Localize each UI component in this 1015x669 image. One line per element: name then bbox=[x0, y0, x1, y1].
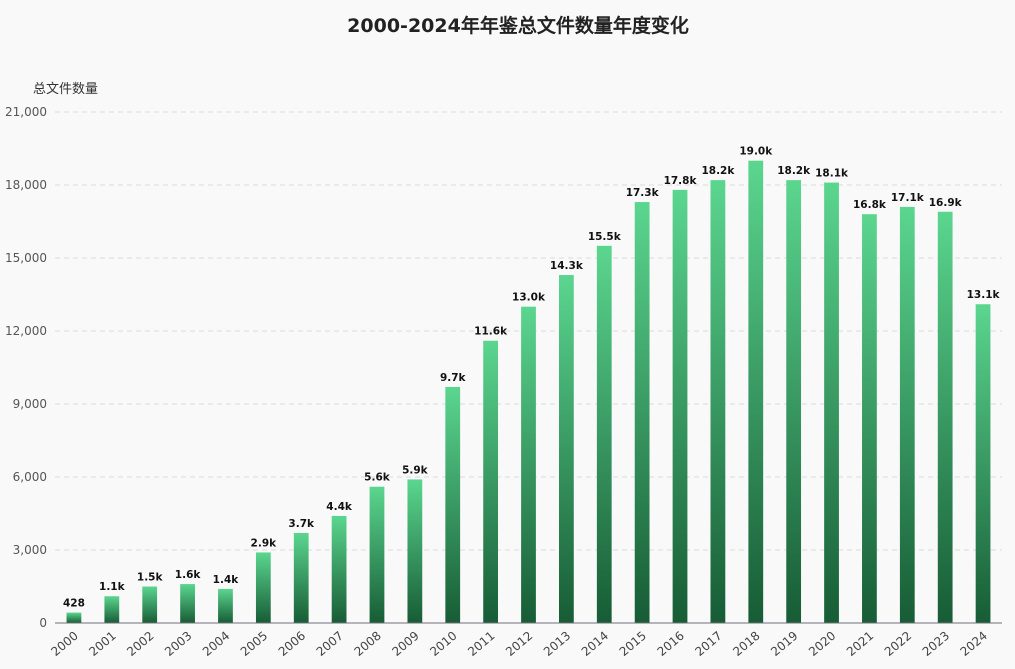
x-tick-label-2004: 2004 bbox=[200, 629, 232, 659]
x-tick-label-2012: 2012 bbox=[503, 629, 535, 659]
x-tick-label-2022: 2022 bbox=[882, 629, 914, 659]
data-label-2004: 1.4k bbox=[213, 574, 240, 586]
bar-2000 bbox=[66, 612, 82, 623]
data-label-2012: 13.0k bbox=[512, 292, 546, 304]
bar-2013 bbox=[558, 275, 574, 623]
data-label-2021: 16.8k bbox=[853, 199, 887, 211]
bar-2002 bbox=[142, 586, 158, 623]
data-label-2000: 428 bbox=[63, 598, 85, 610]
data-label-2013: 14.3k bbox=[550, 260, 584, 272]
bar-2005 bbox=[255, 552, 271, 623]
y-tick-label: 15,000 bbox=[5, 251, 47, 265]
data-label-2007: 4.4k bbox=[326, 501, 353, 513]
bar-2001 bbox=[104, 596, 120, 623]
x-tick-label-2018: 2018 bbox=[730, 629, 762, 659]
y-tick-label: 9,000 bbox=[13, 397, 47, 411]
gridlines bbox=[55, 111, 1002, 551]
y-tick-label: 3,000 bbox=[13, 543, 47, 557]
x-tick-label-2009: 2009 bbox=[389, 629, 421, 659]
x-tick-label-2017: 2017 bbox=[692, 629, 724, 659]
data-label-2018: 19.0k bbox=[739, 146, 773, 158]
bar-2018 bbox=[748, 160, 764, 623]
x-tick-label-2015: 2015 bbox=[617, 629, 649, 659]
data-label-2009: 5.9k bbox=[402, 464, 429, 476]
bar-2016 bbox=[672, 189, 688, 623]
chart-title: 2000-2024年年鉴总文件数量年度变化 bbox=[347, 14, 689, 37]
data-label-2014: 15.5k bbox=[588, 231, 622, 243]
data-label-2002: 1.5k bbox=[137, 572, 164, 584]
bar-2006 bbox=[293, 532, 309, 623]
bar-2014 bbox=[596, 245, 612, 624]
bar-2015 bbox=[634, 202, 650, 624]
bar-2007 bbox=[331, 515, 347, 623]
data-label-2008: 5.6k bbox=[364, 472, 391, 484]
data-label-2011: 11.6k bbox=[474, 326, 508, 338]
data-label-2024: 13.1k bbox=[967, 289, 1001, 301]
bar-2017 bbox=[710, 180, 726, 623]
data-label-2010: 9.7k bbox=[440, 372, 467, 384]
x-tick-label-2019: 2019 bbox=[768, 629, 800, 659]
x-tick-label-2006: 2006 bbox=[276, 629, 308, 659]
data-label-2003: 1.6k bbox=[175, 569, 202, 581]
y-tick-label: 6,000 bbox=[13, 470, 47, 484]
data-label-2020: 18.1k bbox=[815, 168, 849, 180]
data-label-2017: 18.2k bbox=[701, 165, 735, 177]
x-tick-label-2021: 2021 bbox=[844, 629, 876, 659]
y-tick-label: 12,000 bbox=[5, 324, 47, 338]
bar-2023 bbox=[937, 211, 953, 623]
data-label-2023: 16.9k bbox=[929, 197, 963, 209]
y-axis-title: 总文件数量 bbox=[33, 82, 98, 97]
x-tick-label-2003: 2003 bbox=[162, 629, 194, 659]
x-tick-label-2016: 2016 bbox=[655, 629, 687, 659]
x-tick-label-2024: 2024 bbox=[958, 629, 990, 659]
bar-2021 bbox=[862, 214, 877, 623]
bar-2008 bbox=[369, 486, 385, 623]
x-tick-label-2007: 2007 bbox=[314, 629, 346, 659]
bar-2011 bbox=[483, 340, 499, 623]
x-tick-label-2013: 2013 bbox=[541, 629, 573, 659]
bars bbox=[66, 160, 991, 624]
y-tick-label: 21,000 bbox=[5, 105, 47, 119]
bar-2024 bbox=[975, 304, 991, 623]
bar-2010 bbox=[445, 386, 461, 623]
data-label-2001: 1.1k bbox=[99, 581, 126, 593]
bar-2012 bbox=[521, 306, 536, 623]
bar-2020 bbox=[824, 182, 839, 624]
x-tick-label-2008: 2008 bbox=[352, 629, 384, 659]
x-tick-label-2005: 2005 bbox=[238, 629, 270, 659]
x-tick-label-2000: 2000 bbox=[48, 629, 80, 659]
data-label-2015: 17.3k bbox=[626, 187, 660, 199]
x-tick-label-2020: 2020 bbox=[806, 629, 838, 659]
x-tick-label-2010: 2010 bbox=[427, 629, 459, 659]
bar-2019 bbox=[786, 180, 802, 623]
x-tick-label-2001: 2001 bbox=[86, 629, 118, 659]
x-tick-label-2014: 2014 bbox=[579, 629, 611, 659]
x-tick-label-2023: 2023 bbox=[920, 629, 952, 659]
y-tick-label: 0 bbox=[39, 616, 47, 630]
data-label-2019: 18.2k bbox=[777, 165, 811, 177]
bar-2022 bbox=[899, 206, 915, 623]
data-label-2006: 3.7k bbox=[288, 518, 315, 530]
y-tick-label: 18,000 bbox=[5, 178, 47, 192]
data-label-2016: 17.8k bbox=[664, 175, 698, 187]
x-tick-label-2002: 2002 bbox=[124, 629, 156, 659]
x-tick-label-2011: 2011 bbox=[465, 629, 497, 659]
bar-2003 bbox=[180, 584, 195, 623]
y-axis: 0 3,000 6,000 9,000 12,000 15,000 18,000 21,000 bbox=[5, 105, 47, 630]
bar-2004 bbox=[218, 588, 233, 623]
data-label-2022: 17.1k bbox=[891, 192, 925, 204]
data-label-2005: 2.9k bbox=[251, 537, 278, 549]
x-axis: 2000 2001 2002 2003 2004 2005 2006 2007 2008 2009… bbox=[48, 622, 1002, 659]
bar-2009 bbox=[407, 479, 423, 623]
data-labels: 428 1.1k 1.5k 1.6k 1.4k 2.9k 3.7k 4.4k 5.6k 5.9k 9… bbox=[63, 146, 1001, 610]
